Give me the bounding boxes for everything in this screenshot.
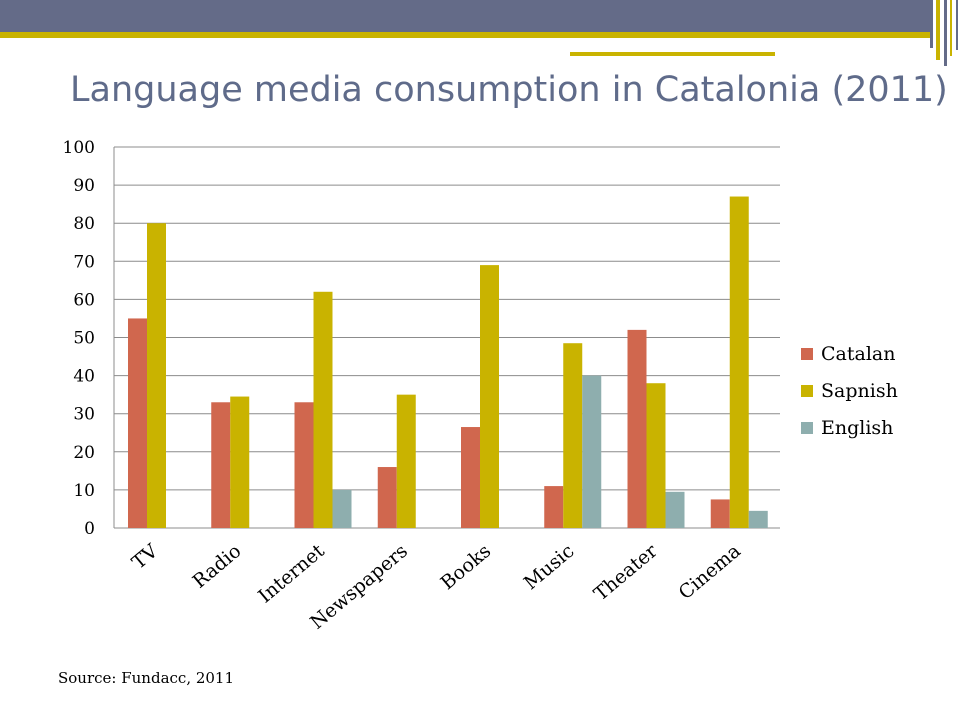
- bar-english-theater: [665, 491, 685, 528]
- bar-sapnish-tv: [147, 223, 166, 528]
- bar-sapnish-newspapers: [396, 394, 416, 528]
- y-tick-label: 50: [73, 329, 95, 349]
- legend-label-english: English: [821, 417, 893, 439]
- bar-catalan-cinema: [710, 499, 730, 528]
- x-tick-label: Books: [437, 540, 496, 594]
- bar-sapnish-radio: [230, 396, 250, 528]
- y-tick-label: 20: [73, 443, 95, 463]
- bar-catalan-books: [461, 427, 480, 528]
- y-axis-ticks: 0 10 20 30 40 50 60 70 80 90 100: [63, 138, 95, 539]
- y-tick-label: 30: [73, 405, 95, 425]
- x-tick-label: Theater: [590, 539, 663, 605]
- x-tick-label: Internet: [254, 540, 329, 608]
- bar-catalan-radio: [211, 402, 231, 528]
- bar-catalan-music: [544, 486, 564, 528]
- legend: Catalan Sapnish English: [801, 343, 898, 439]
- legend-label-catalan: Catalan: [821, 343, 895, 365]
- y-tick-label: 10: [73, 481, 95, 501]
- y-tick-label: 0: [84, 519, 95, 539]
- y-tick-label: 40: [73, 367, 95, 387]
- x-tick-label: Cinema: [675, 540, 745, 604]
- bar-sapnish-theater: [646, 383, 666, 528]
- source-note: Source: Fundacc, 2011: [58, 669, 235, 687]
- bar-sapnish-internet: [313, 291, 333, 528]
- y-tick-label: 60: [73, 290, 95, 310]
- x-tick-label: Music: [520, 540, 579, 594]
- legend-swatch-english: [801, 422, 813, 434]
- bar-sapnish-books: [480, 265, 499, 528]
- bar-english-music: [582, 375, 602, 528]
- legend-swatch-catalan: [801, 348, 813, 360]
- legend-swatch-sapnish: [801, 385, 813, 397]
- x-tick-label: TV: [128, 540, 163, 574]
- bar-catalan-tv: [128, 318, 147, 528]
- legend-label-sapnish: Sapnish: [821, 380, 898, 402]
- page-title: Language media consumption in Catalonia …: [70, 70, 948, 110]
- bar-english-cinema: [748, 510, 768, 528]
- bar-catalan-theater: [627, 329, 647, 528]
- header-band: [0, 0, 958, 66]
- bar-catalan-newspapers: [377, 467, 397, 528]
- bar-sapnish-cinema: [729, 196, 749, 528]
- bar-sapnish-music: [563, 343, 583, 528]
- x-tick-label: Radio: [189, 540, 246, 593]
- bar-catalan-internet: [294, 402, 314, 528]
- bars: [128, 196, 768, 528]
- y-tick-label: 100: [63, 138, 95, 158]
- bar-english-internet: [332, 489, 352, 528]
- y-tick-label: 90: [73, 176, 95, 196]
- y-tick-label: 70: [73, 252, 95, 272]
- y-tick-label: 80: [73, 214, 95, 234]
